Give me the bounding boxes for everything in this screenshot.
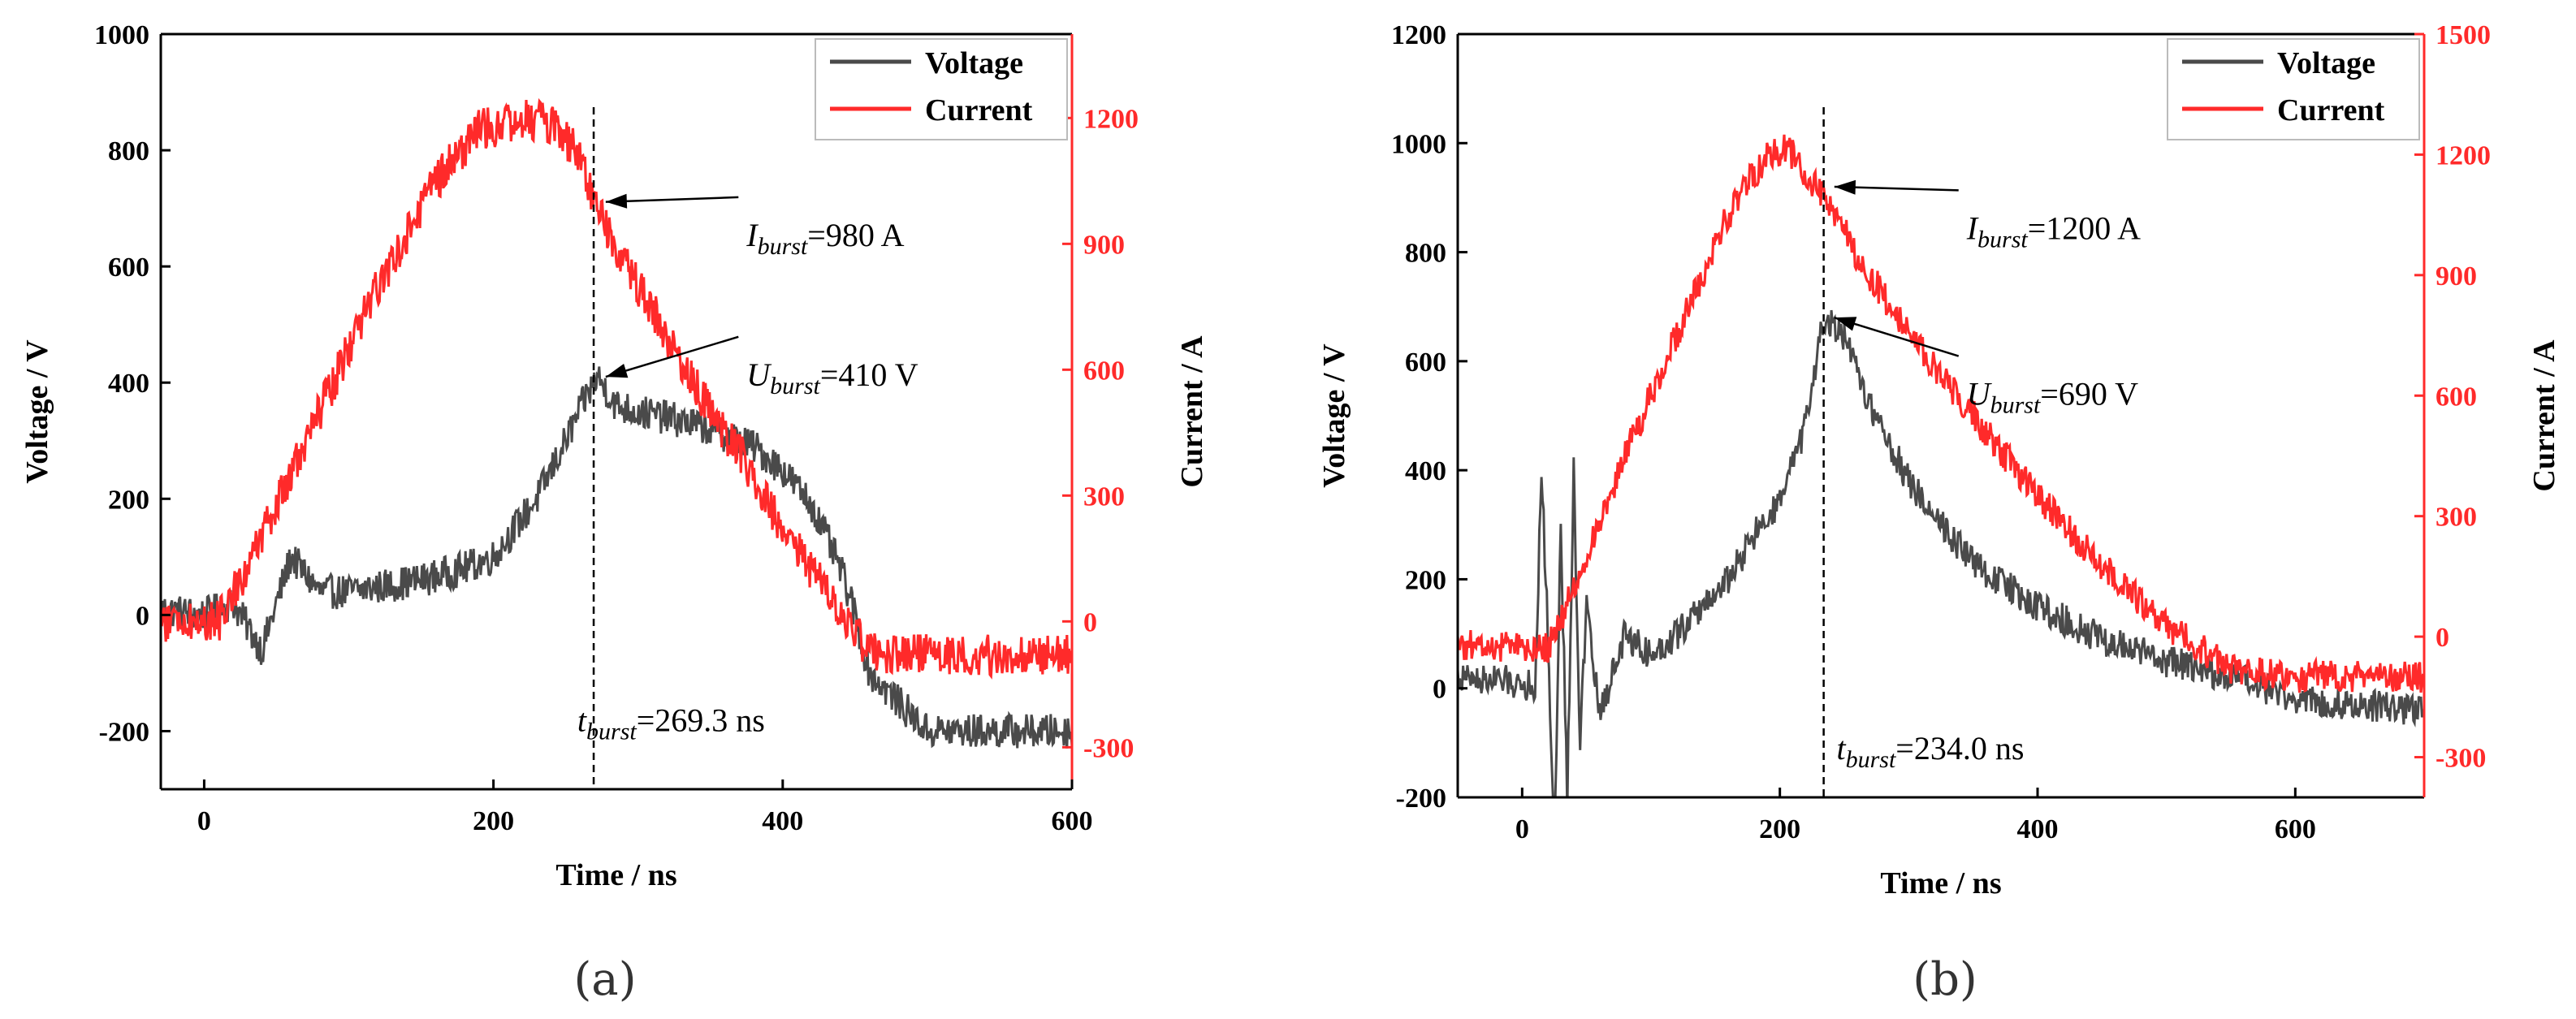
y-tick-label-left: 1000: [94, 20, 149, 50]
legend-label-voltage: Voltage: [925, 46, 1023, 80]
legend: Voltage Current: [815, 38, 1068, 140]
legend-label-current: Current: [925, 93, 1033, 127]
x-axis-title: Time / ns: [1880, 866, 2001, 900]
annotation-arrow-head: [1834, 317, 1857, 331]
legend-label-current: Current: [2277, 93, 2385, 127]
y-axis-title-left: Voltage / V: [1317, 343, 1351, 488]
series-line-current: [1458, 134, 2424, 693]
series-line-voltage: [161, 366, 1072, 749]
x-tick-label: 600: [1052, 806, 1093, 836]
y-tick-label-right: 900: [1083, 230, 1125, 260]
series-line-voltage: [1458, 309, 2424, 797]
y-tick-label-left: 400: [1405, 456, 1446, 486]
y-tick-label-right: 0: [2436, 623, 2449, 653]
y-tick-label-left: 200: [108, 485, 149, 515]
legend-box: [2167, 38, 2420, 140]
y-tick-label-right: 600: [1083, 356, 1125, 386]
annotation-arrow-head: [605, 363, 629, 378]
annotation-arrow-head: [1834, 179, 1856, 195]
x-axis-title: Time / ns: [555, 858, 676, 892]
y-tick-label-right: 0: [1083, 607, 1097, 637]
panel-label: (a): [573, 953, 636, 1006]
y-tick-label-right: 900: [2436, 261, 2477, 291]
y-tick-label-right: -300: [1083, 733, 1134, 763]
legend-box: [815, 38, 1068, 140]
chart-panel-a: 0 200 400 600 -200 0 200 400 600 800 1000 -300 0 300 6…: [20, 20, 1209, 1006]
legend: Voltage Current: [2167, 38, 2420, 140]
y-tick-label-left: 600: [108, 253, 149, 283]
y-tick-label-right: 1500: [2436, 20, 2491, 50]
annotation-arrow-head: [605, 193, 628, 209]
annotation-u-burst: Uburst=690 V: [1967, 376, 2138, 419]
y-tick-label-right: 300: [1083, 481, 1125, 512]
y-tick-label-left: 0: [1433, 675, 1446, 705]
y-axis-title-left: Voltage / V: [20, 339, 54, 484]
x-tick-label: 0: [1515, 814, 1529, 844]
y-tick-label-right: 600: [2436, 382, 2477, 412]
annotation-i-burst: Iburst=1200 A: [1966, 209, 2141, 253]
y-tick-label-left: 0: [136, 601, 149, 631]
x-tick-label: 200: [473, 806, 514, 836]
y-tick-label-left: 1200: [1391, 20, 1446, 50]
x-tick-label: 400: [2017, 814, 2059, 844]
series-line-current: [161, 97, 1072, 680]
y-tick-label-left: 400: [108, 369, 149, 399]
annotation-t-burst: tburst=269.3 ns: [577, 702, 765, 745]
y-tick-label-left: 600: [1405, 348, 1446, 378]
y-tick-label-right: 300: [2436, 503, 2477, 533]
annotation-arrow-line: [605, 196, 739, 203]
y-tick-label-left: 800: [108, 136, 149, 166]
y-tick-label-right: 1200: [1083, 104, 1139, 134]
y-tick-label-left: 200: [1405, 565, 1446, 595]
chart-panel-b: 0 200 400 600 -200 0 200 400 600 800 1000 1200 -300 0…: [1317, 20, 2561, 1006]
annotation-u-burst: Uburst=410 V: [746, 356, 918, 399]
y-tick-label-left: -200: [99, 717, 149, 747]
panel-label: (b): [1913, 953, 1977, 1006]
y-tick-label-right: 1200: [2436, 140, 2491, 171]
x-tick-label: 0: [197, 806, 211, 836]
y-tick-label-left: 1000: [1391, 129, 1446, 159]
y-tick-label-left: -200: [1396, 784, 1446, 814]
annotation-i-burst: Iburst=980 A: [746, 217, 904, 260]
y-tick-label-left: 800: [1405, 239, 1446, 269]
annotation-t-burst: tburst=234.0 ns: [1836, 730, 2024, 773]
y-axis-title-right: Current / A: [2527, 339, 2561, 492]
y-axis-title-right: Current / A: [1175, 335, 1209, 488]
annotation-arrow-line: [605, 335, 739, 378]
x-tick-label: 200: [1759, 814, 1800, 844]
y-tick-label-right: -300: [2436, 744, 2486, 774]
legend-label-voltage: Voltage: [2277, 46, 2375, 80]
x-tick-label: 400: [762, 806, 803, 836]
x-tick-label: 600: [2275, 814, 2316, 844]
annotation-arrow-line: [1834, 316, 1960, 357]
